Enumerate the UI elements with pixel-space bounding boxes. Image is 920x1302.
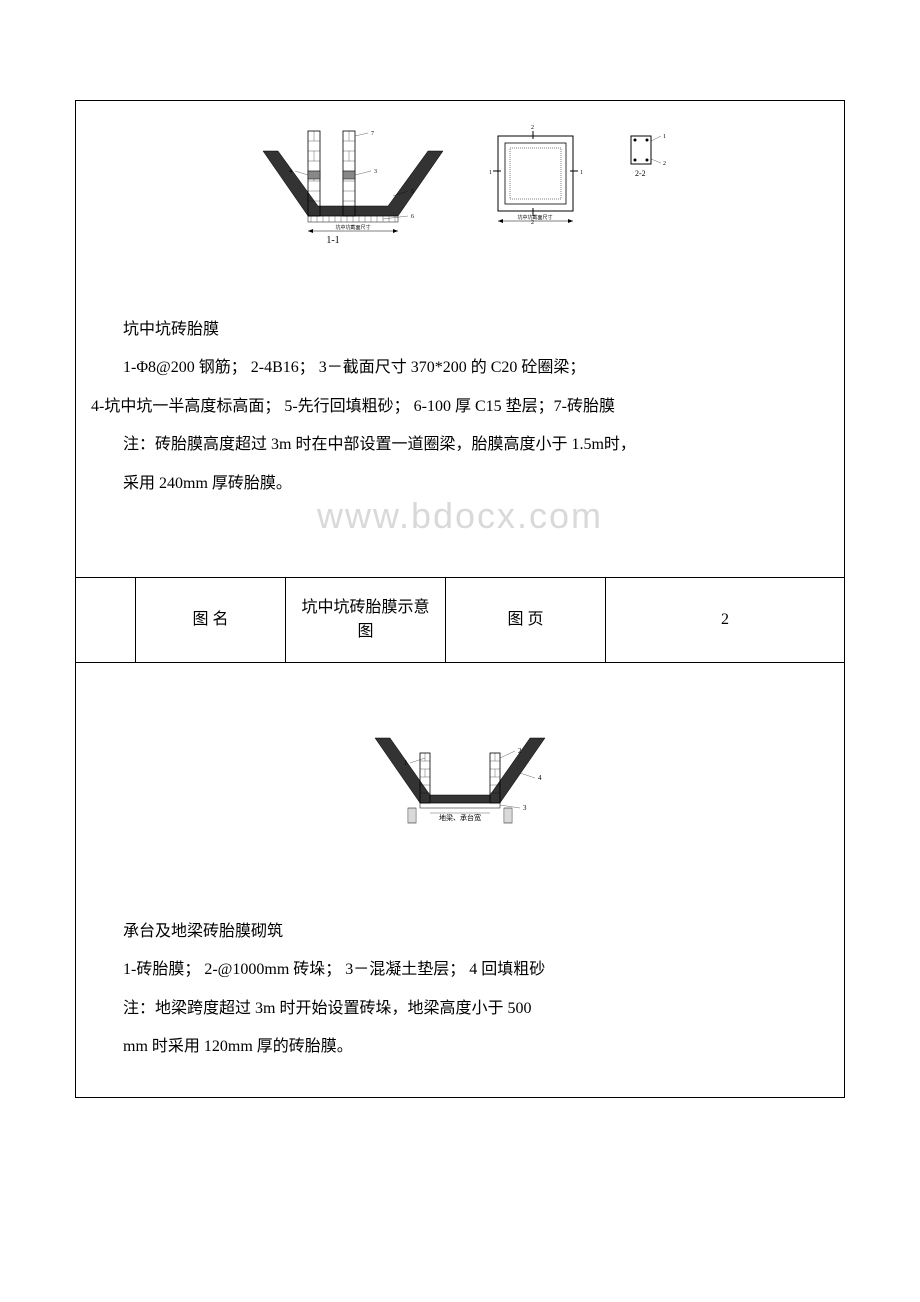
- section-1: 坑中坑截面尺寸 1-1 7 3 5 6 4: [76, 101, 844, 577]
- section-2-text: 承台及地梁砖胎膜砌筑 1-砖胎膜； 2-@1000mm 砖垛； 3－混凝土垫层；…: [76, 913, 844, 1067]
- svg-text:坑中坑截面尺寸: 坑中坑截面尺寸: [517, 214, 552, 221]
- section-2-title: 承台及地梁砖胎膜砌筑: [91, 913, 829, 951]
- section-1-line1: 1-Φ8@200 钢筋； 2-4B16； 3－截面尺寸 370*200 的 C2…: [91, 349, 829, 387]
- table-cell-4: 图 页: [446, 578, 606, 662]
- svg-text:4: 4: [289, 169, 292, 175]
- svg-text:3: 3: [374, 169, 377, 175]
- svg-text:1: 1: [663, 134, 666, 140]
- document-page: 坑中坑截面尺寸 1-1 7 3 5 6 4: [75, 100, 845, 1098]
- svg-text:7: 7: [371, 131, 374, 137]
- beam-label: 地梁、承台宽: [439, 813, 481, 822]
- section-label-1-1: 1-1: [326, 235, 339, 246]
- table-cell-1: [76, 578, 136, 662]
- section-1-title: 坑中坑砖胎膜: [91, 311, 829, 349]
- section-2-line3: mm 时采用 120mm 厚的砖胎膜。: [91, 1028, 829, 1066]
- section-1-text: 坑中坑砖胎膜 1-Φ8@200 钢筋； 2-4B16； 3－截面尺寸 370*2…: [76, 311, 844, 503]
- section-1-line2: 4-坑中坑一半高度标高面； 5-先行回填粗砂； 6-100 厚 C15 垫层；7…: [91, 388, 829, 426]
- svg-text:1: 1: [404, 759, 408, 767]
- diagram-1-container: 坑中坑截面尺寸 1-1 7 3 5 6 4: [76, 121, 844, 311]
- info-table: 图 名 坑中坑砖胎膜示意图 图 页 2: [76, 577, 844, 663]
- section-2: 地梁、承台宽 2 1 3 4 承台及地梁砖胎膜砌筑 1-砖胎膜； 2-@1000…: [76, 663, 844, 1097]
- svg-text:5: 5: [411, 189, 414, 195]
- svg-text:6: 6: [411, 214, 414, 220]
- section-2-line1: 1-砖胎膜； 2-@1000mm 砖垛； 3－混凝土垫层； 4 回填粗砂: [91, 951, 829, 989]
- section-2-line2: 注：地梁跨度超过 3m 时开始设置砖垛，地梁高度小于 500: [91, 990, 829, 1028]
- svg-text:1: 1: [580, 170, 583, 176]
- table-cell-5: 2: [606, 578, 844, 662]
- dim-label: 坑中坑截面尺寸: [335, 224, 370, 231]
- beam-diagram: 地梁、承台宽 2 1 3 4: [360, 723, 560, 843]
- svg-text:3: 3: [523, 804, 527, 812]
- table-cell-3: 坑中坑砖胎膜示意图: [286, 578, 446, 662]
- svg-text:2: 2: [518, 747, 522, 755]
- section-1-line3: 注：砖胎膜高度超过 3m 时在中部设置一道圈梁，胎膜高度小于 1.5m时，: [91, 426, 829, 464]
- plan-diagram: 1 1 2 2 坑中坑截面尺寸: [483, 121, 593, 231]
- svg-text:2: 2: [531, 125, 534, 131]
- detail-2-2: 1 2 2-2: [623, 121, 668, 181]
- diagram-2-container: 地梁、承台宽 2 1 3 4: [76, 693, 844, 913]
- table-cell-2: 图 名: [136, 578, 286, 662]
- svg-text:4: 4: [538, 774, 542, 782]
- svg-text:2: 2: [663, 161, 666, 167]
- svg-text:1: 1: [489, 170, 492, 176]
- cross-section-diagram: 坑中坑截面尺寸 1-1 7 3 5 6 4: [253, 121, 453, 251]
- section-label-2-2: 2-2: [635, 169, 646, 178]
